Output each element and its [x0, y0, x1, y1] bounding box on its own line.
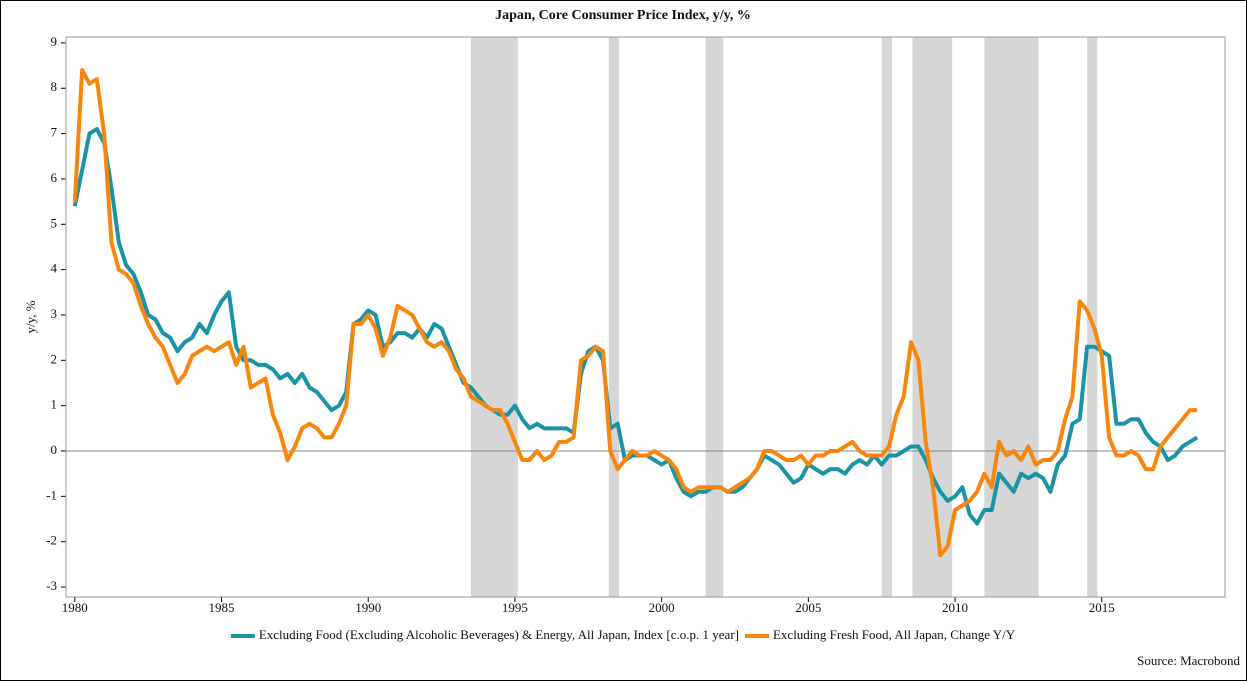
y-tick-label: 7 — [51, 125, 58, 140]
y-tick-label: -2 — [46, 533, 57, 548]
y-tick-label: 5 — [51, 215, 58, 230]
y-tick-label: 4 — [51, 261, 58, 276]
y-tick-label: 0 — [51, 442, 58, 457]
x-tick-label: 1990 — [355, 600, 381, 615]
shaded-period — [881, 37, 892, 597]
y-tick-label: -1 — [46, 487, 57, 502]
shaded-period — [608, 37, 620, 597]
source-note: Source: Macrobond — [1137, 653, 1240, 668]
x-tick-label: 2000 — [649, 600, 675, 615]
x-tick-label: 1980 — [62, 600, 88, 615]
shaded-period — [1087, 37, 1098, 597]
shaded-period — [984, 37, 1039, 597]
y-tick-label: 1 — [51, 397, 58, 412]
y-tick-label: -3 — [46, 578, 57, 593]
y-tick-label: 9 — [51, 34, 58, 49]
chart-title: Japan, Core Consumer Price Index, y/y, % — [495, 8, 751, 23]
y-tick-label: 6 — [51, 170, 58, 185]
x-tick-label: 2005 — [795, 600, 821, 615]
shaded-period — [470, 37, 518, 597]
y-axis-label: y/y, % — [23, 300, 38, 333]
shaded-period — [705, 37, 724, 597]
x-tick-label: 1985 — [209, 600, 235, 615]
x-tick-label: 2015 — [1089, 600, 1115, 615]
x-tick-label: 1995 — [502, 600, 528, 615]
y-tick-label: 3 — [51, 306, 58, 321]
legend-label: Excluding Food (Excluding Alcoholic Beve… — [259, 627, 739, 642]
legend-label: Excluding Fresh Food, All Japan, Change … — [773, 627, 1016, 642]
y-tick-label: 8 — [51, 79, 58, 94]
plot-area — [66, 37, 1225, 597]
shaded-period — [912, 37, 953, 597]
series-line — [72, 68, 1198, 558]
x-tick-label: 2010 — [942, 600, 968, 615]
y-tick-label: 2 — [51, 351, 58, 366]
plot-border — [65, 36, 1226, 598]
